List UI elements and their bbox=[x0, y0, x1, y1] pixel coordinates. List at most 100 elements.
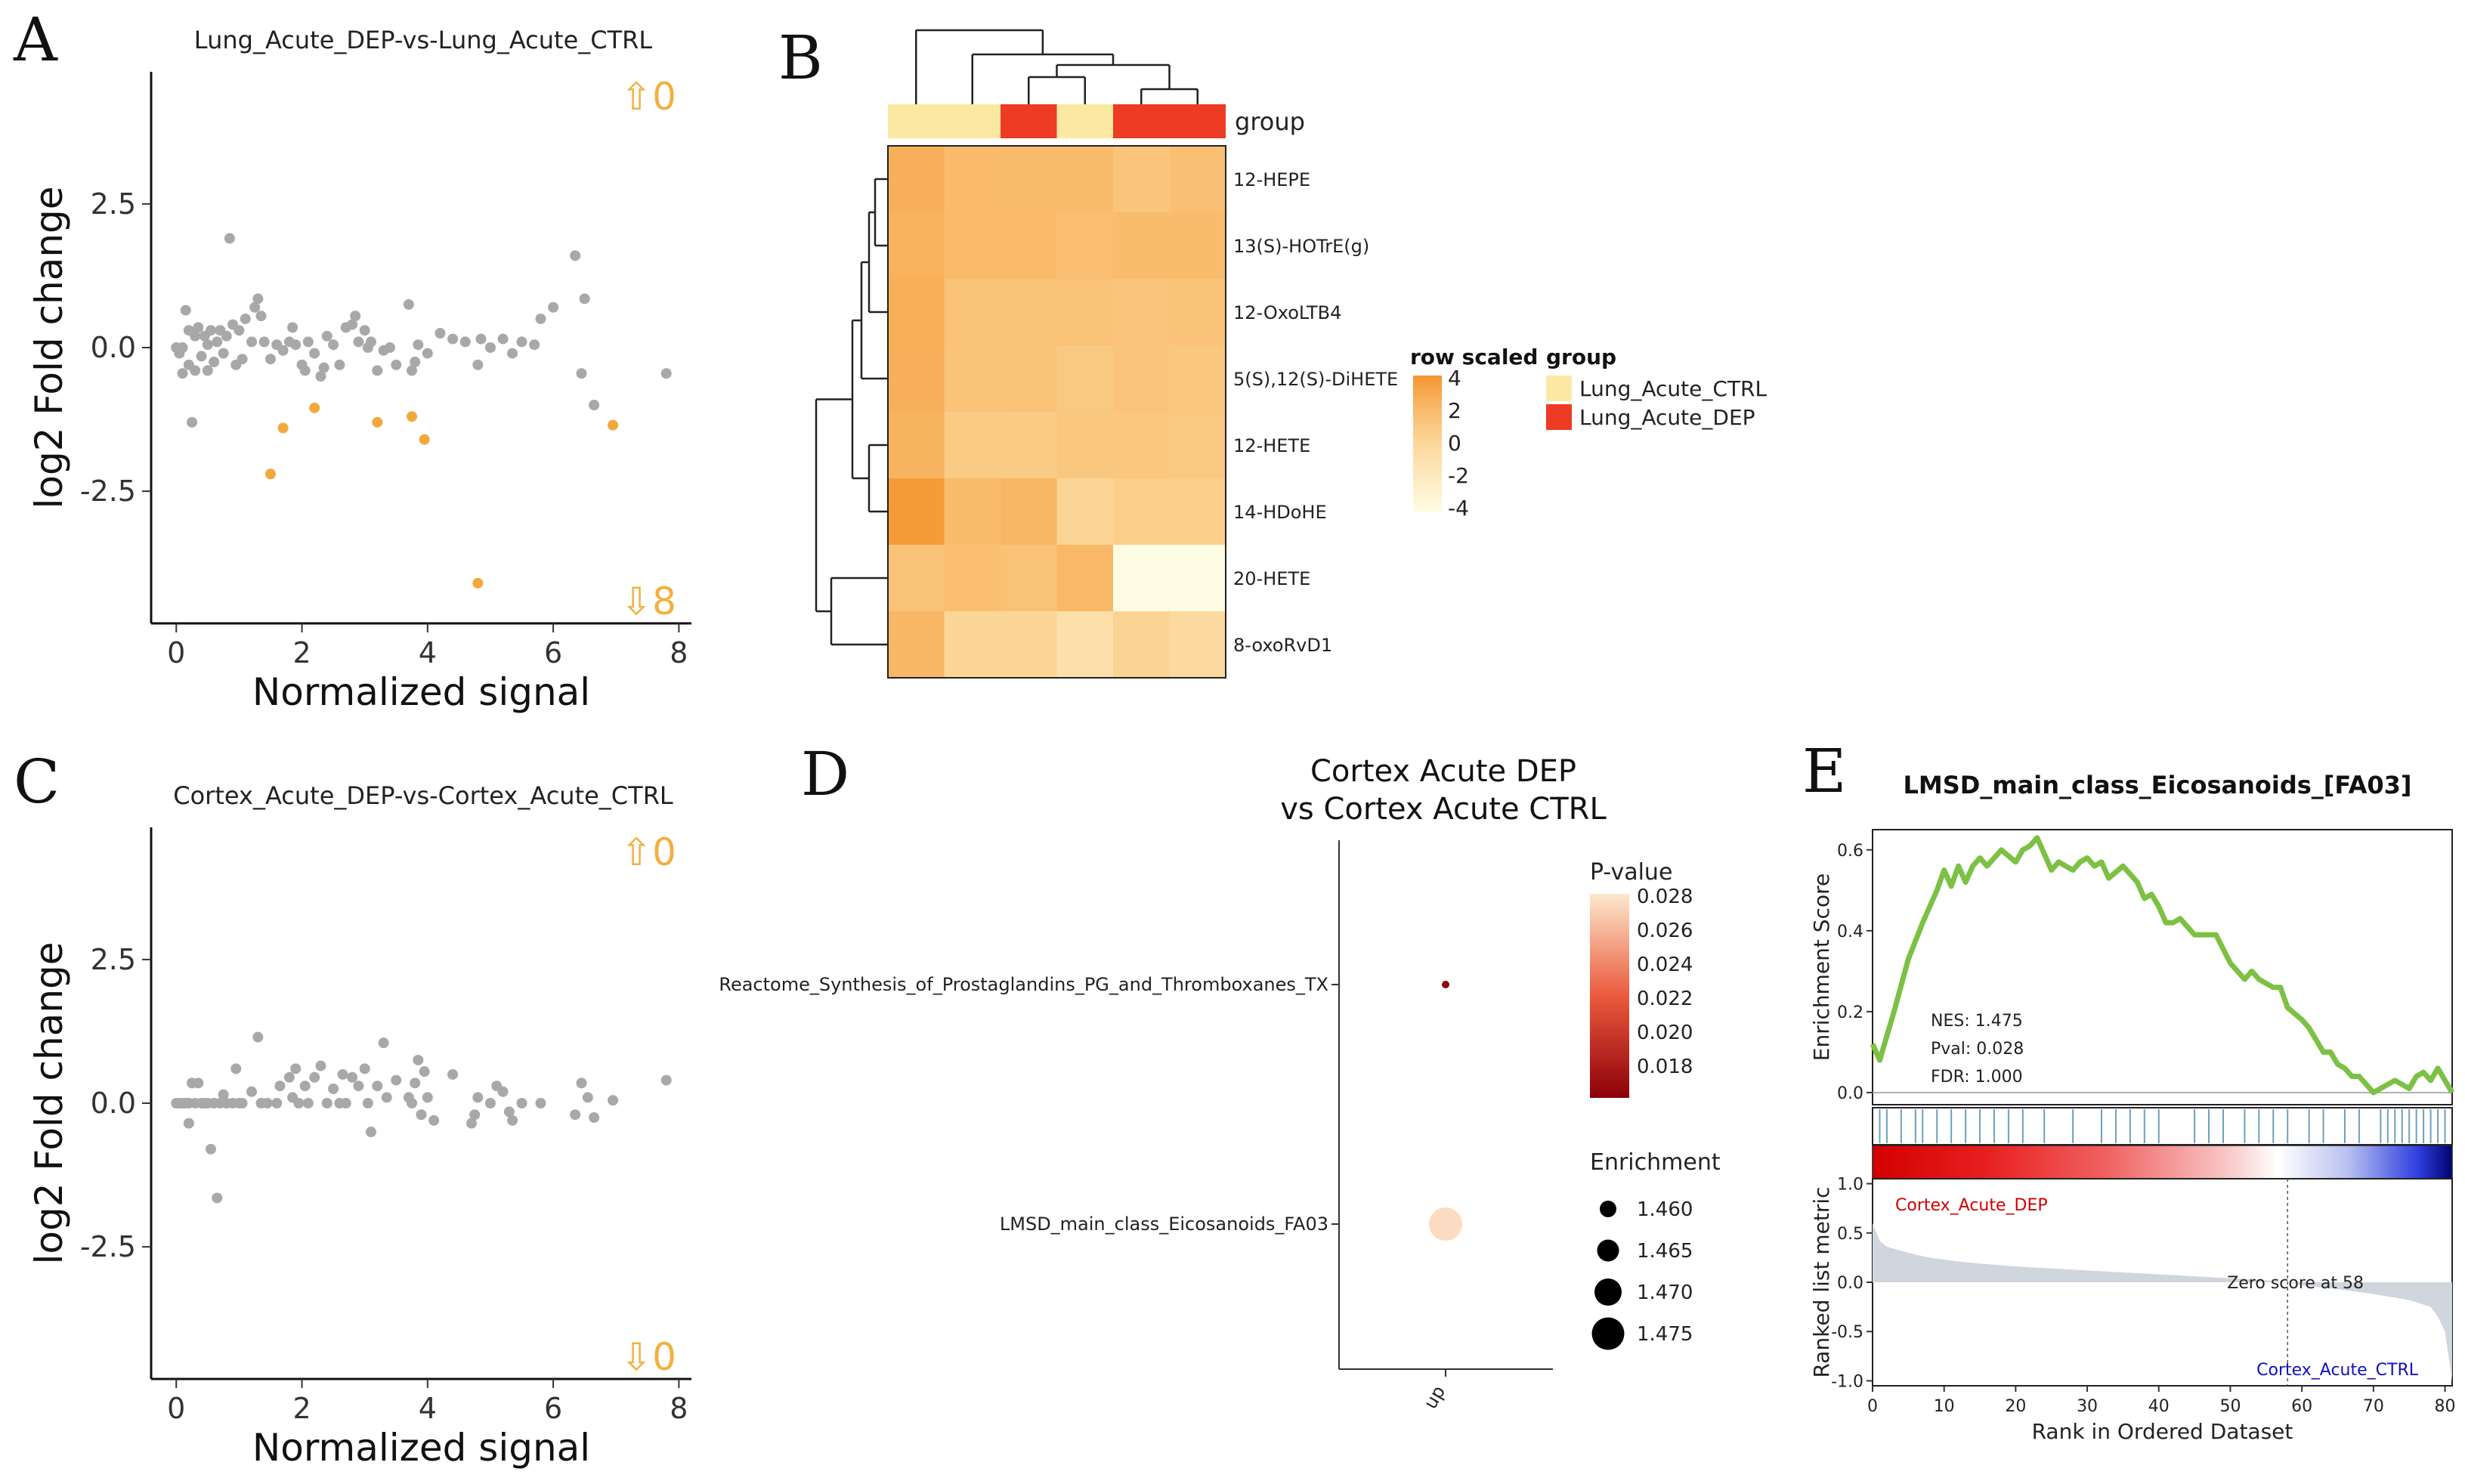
data-point bbox=[234, 325, 245, 336]
enrichment-legend-tick: 1.460 bbox=[1637, 1198, 1693, 1221]
data-point bbox=[261, 1098, 273, 1108]
panel-a: A Lung_Acute_DEP-vs-Lung_Acute_CTRL 0 2 4 6… bbox=[13, 5, 691, 714]
panel-a-title: Lung_Acute_DEP-vs-Lung_Acute_CTRL bbox=[194, 26, 653, 54]
data-point bbox=[516, 1098, 527, 1108]
data-point bbox=[249, 301, 261, 313]
heatmap-cell bbox=[944, 545, 1001, 611]
data-point bbox=[202, 365, 213, 376]
heatmap-row-label: 14-HDoHE bbox=[1233, 502, 1327, 523]
pvalue-legend-tick: 0.022 bbox=[1637, 988, 1693, 1010]
data-point bbox=[177, 342, 188, 353]
heatmap-row-label: 8-oxoRvD1 bbox=[1233, 635, 1332, 656]
data-point bbox=[535, 1098, 546, 1108]
panel-b-letter: B bbox=[778, 23, 823, 93]
heatmap-cell bbox=[1169, 279, 1226, 345]
data-point bbox=[240, 313, 251, 324]
x-category-label: up bbox=[1420, 1382, 1449, 1412]
y-tick-label: 2.5 bbox=[91, 187, 136, 221]
data-point bbox=[340, 1098, 351, 1108]
group-legend-title: group bbox=[1546, 345, 1616, 369]
group-legend-label: Lung_Acute_DEP bbox=[1579, 405, 1755, 430]
heatmap-cell bbox=[1113, 345, 1170, 412]
heatmap-cell bbox=[1169, 146, 1226, 212]
data-point bbox=[205, 1143, 216, 1155]
heatmap-cell bbox=[1169, 212, 1226, 279]
data-point bbox=[193, 322, 204, 333]
heatmap-cell bbox=[1056, 412, 1113, 478]
data-point bbox=[410, 357, 421, 368]
hits-frame bbox=[1872, 1107, 2453, 1145]
heatmap-row-label: 20-HETE bbox=[1233, 568, 1310, 589]
panel-d-letter: D bbox=[801, 739, 849, 809]
group-legend-label: Lung_Acute_CTRL bbox=[1579, 376, 1767, 401]
data-point bbox=[237, 354, 248, 365]
data-point bbox=[372, 1081, 383, 1092]
data-point bbox=[589, 400, 600, 411]
pvalue-colorbar bbox=[1590, 894, 1629, 1098]
data-point bbox=[315, 371, 326, 382]
enrichment-score-line bbox=[1870, 835, 2455, 1096]
data-point bbox=[309, 348, 320, 359]
heatmap-legend-tick: 2 bbox=[1448, 398, 1461, 423]
x-tick-label: 20 bbox=[2005, 1397, 2026, 1416]
data-point bbox=[660, 368, 672, 379]
data-point bbox=[497, 1086, 509, 1097]
data-point bbox=[419, 1066, 430, 1077]
panel-e-gsea: 0.6 0.4 0.2 0.0 NES: 1.475 Pval: 0.028 FDR: 1.… bbox=[1809, 829, 2456, 1444]
data-point bbox=[472, 1092, 484, 1103]
x-tick-label: 2 bbox=[292, 1392, 311, 1425]
heatmap-row-label: 12-HETE bbox=[1233, 435, 1310, 456]
data-point bbox=[507, 348, 518, 359]
group-annotation-cell bbox=[1001, 104, 1057, 138]
enrichment-legend-title: Enrichment bbox=[1590, 1149, 1721, 1176]
heatmap-cell bbox=[888, 345, 945, 412]
heatmap-cell bbox=[888, 146, 945, 212]
group-annotation-label: group bbox=[1235, 107, 1305, 136]
data-point bbox=[318, 362, 329, 373]
heatmap-colorbar bbox=[1413, 376, 1442, 512]
x-tick-label: 30 bbox=[2077, 1397, 2098, 1416]
data-point bbox=[252, 1031, 264, 1043]
heatmap-cell bbox=[1001, 146, 1057, 212]
data-point bbox=[328, 339, 339, 351]
data-point bbox=[277, 345, 289, 356]
data-point bbox=[299, 365, 311, 376]
heatmap-cell bbox=[944, 345, 1001, 412]
data-point bbox=[290, 339, 302, 351]
x-tick-label: 4 bbox=[419, 1392, 437, 1425]
heatmap-cell bbox=[1001, 545, 1057, 611]
data-point bbox=[255, 311, 267, 322]
heatmap-legend-tick: -2 bbox=[1448, 463, 1469, 488]
data-point bbox=[391, 1074, 402, 1086]
pvalue-legend-tick: 0.026 bbox=[1637, 920, 1693, 942]
heatmap-cell bbox=[888, 279, 945, 345]
x-tick-label: 6 bbox=[544, 1392, 562, 1425]
data-point bbox=[407, 365, 418, 376]
data-point bbox=[507, 1115, 518, 1126]
data-point bbox=[372, 365, 383, 376]
heatmap-cell bbox=[944, 146, 1001, 212]
data-point bbox=[246, 336, 258, 348]
data-point bbox=[529, 339, 540, 351]
es-y-axis-title: Enrichment Score bbox=[1809, 873, 1834, 1061]
x-tick-label: 4 bbox=[419, 636, 437, 669]
data-point bbox=[264, 354, 276, 365]
data-point bbox=[187, 416, 198, 428]
data-point bbox=[309, 1071, 320, 1083]
data-point bbox=[608, 1095, 619, 1106]
heatmap-cell bbox=[944, 212, 1001, 279]
es-y-tick-label: 0.2 bbox=[1837, 1003, 1863, 1022]
data-point bbox=[177, 368, 188, 379]
significant-point bbox=[472, 577, 484, 589]
metric-y-tick-label: -1.0 bbox=[1831, 1372, 1863, 1391]
up-count-label: ⇧0 bbox=[620, 75, 676, 119]
heatmap-cell bbox=[1113, 279, 1170, 345]
data-point bbox=[497, 333, 509, 345]
significant-point bbox=[309, 402, 320, 413]
heatmap-cell bbox=[1056, 611, 1113, 678]
x-tick-label: 6 bbox=[544, 636, 562, 669]
data-point bbox=[271, 1098, 283, 1108]
ranked-metric-area bbox=[1873, 1223, 2452, 1381]
data-point bbox=[190, 330, 201, 342]
